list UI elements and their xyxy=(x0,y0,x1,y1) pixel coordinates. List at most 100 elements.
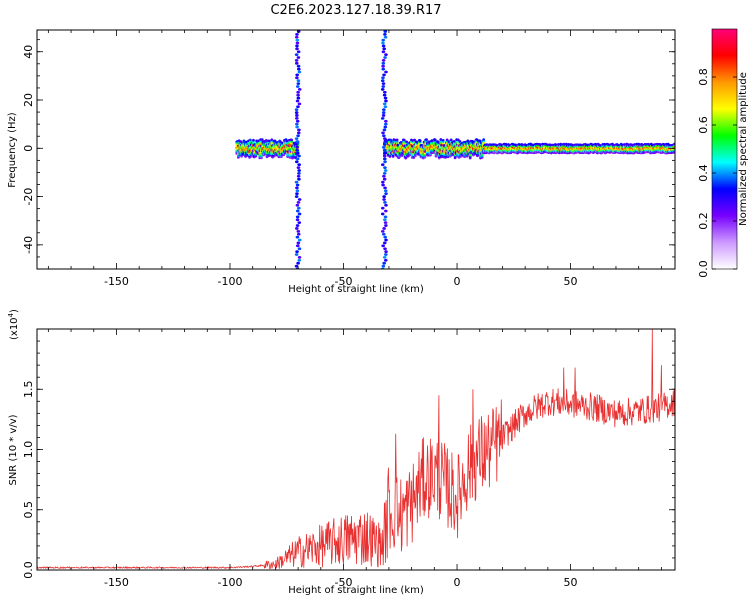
spectrogram-x-axis-label: Height of straight line (km) xyxy=(288,284,424,295)
x-tick-label: 0 xyxy=(454,576,461,589)
heatmap-cell xyxy=(296,241,301,245)
heatmap-cell xyxy=(382,241,387,245)
y-tick-label: 20 xyxy=(22,93,35,107)
heatmap-cell xyxy=(380,163,385,167)
heatmap-cell xyxy=(383,218,387,222)
heatmap-cell xyxy=(296,206,301,210)
heatmap-cell xyxy=(382,154,387,158)
colorbar-label: Normalized spectral amplitude xyxy=(738,72,749,226)
heatmap-cell xyxy=(297,70,302,74)
heatmap-cell xyxy=(383,35,388,39)
y-tick-label: 1.5 xyxy=(22,381,35,399)
y-tick-label: -40 xyxy=(22,236,35,254)
heatmap-cell xyxy=(295,140,300,143)
heatmap-cell xyxy=(295,32,299,36)
heatmap-cell xyxy=(384,53,388,57)
colorbar-tick-label: 0.0 xyxy=(697,260,710,278)
y-tick-label: 1.0 xyxy=(22,441,35,459)
heatmap-cell xyxy=(297,198,302,201)
heatmap-cell xyxy=(395,138,399,142)
snr-ticks: -150 -100 -50 0 50 0.0 0.5 1.0 1.5 xyxy=(22,329,675,589)
heatmap-cell xyxy=(297,177,301,181)
heatmap-cell xyxy=(425,138,428,141)
heatmap-cell xyxy=(381,264,386,268)
heatmap-cell xyxy=(294,108,299,112)
heatmap-cell xyxy=(270,138,274,141)
heatmap-cell xyxy=(380,229,385,233)
heatmap-cell xyxy=(295,235,300,239)
heatmap-cell xyxy=(380,79,385,83)
heatmap-cell xyxy=(383,189,388,193)
heatmap-cell xyxy=(383,166,387,170)
heatmap-cell xyxy=(381,232,386,236)
heatmap-cell xyxy=(441,138,445,142)
snr-x-axis-label: Height of straight line (km) xyxy=(288,585,424,596)
heatmap-cell xyxy=(384,192,388,196)
heatmap-cell xyxy=(458,140,462,143)
heatmap-cell xyxy=(296,200,301,204)
x-tick-label: 0 xyxy=(454,275,461,288)
heatmap-cell xyxy=(297,128,301,132)
heatmap-cell xyxy=(264,139,268,142)
heatmap-cell xyxy=(382,93,387,97)
heatmap-cell xyxy=(295,148,299,152)
heatmap-cell xyxy=(439,138,443,141)
heatmap-cell xyxy=(384,119,388,123)
heatmap-cell xyxy=(383,200,387,204)
heatmap-cell xyxy=(383,30,388,33)
heatmap-cell xyxy=(296,82,301,85)
heatmap-cell xyxy=(297,238,302,242)
y-tick-label: 0.0 xyxy=(22,561,35,579)
heatmap-cell xyxy=(382,198,386,201)
heatmap-cell xyxy=(381,131,385,135)
heatmap-cell xyxy=(383,125,388,129)
y-tick-label: 0.5 xyxy=(22,501,35,519)
heatmap-cell xyxy=(381,244,385,248)
heatmap-cell xyxy=(383,140,388,143)
colorbar-tick-label: 0.4 xyxy=(697,164,710,182)
heatmap-cell xyxy=(296,229,301,233)
heatmap-cell xyxy=(294,160,299,164)
heatmap-cell xyxy=(297,258,302,262)
heatmap-cell xyxy=(296,50,301,54)
heatmap-cell xyxy=(380,206,385,210)
heatmap-cell xyxy=(381,61,386,65)
colorbar-tick-label: 0.2 xyxy=(697,212,710,230)
heatmap-cell xyxy=(295,73,299,77)
x-tick-label: -50 xyxy=(335,275,353,288)
snr-y-axis-label: SNR (10 * v/v) xyxy=(8,414,19,485)
heatmap-cell xyxy=(295,119,300,123)
heatmap-cell xyxy=(384,203,388,207)
snr-plot-area xyxy=(37,329,675,570)
x-tick-label: -100 xyxy=(218,576,243,589)
heatmap-cell xyxy=(381,82,386,85)
heatmap-cell xyxy=(295,145,299,149)
heatmap-cell xyxy=(296,131,301,135)
x-tick-label: 50 xyxy=(564,576,578,589)
heatmap-cell xyxy=(295,215,300,219)
heatmap-cell xyxy=(295,44,299,48)
heatmap-cell xyxy=(383,215,388,219)
heatmap-cell xyxy=(297,67,301,71)
heatmap-cell xyxy=(382,148,387,152)
colorbar-gradient xyxy=(712,29,737,269)
heatmap-cell xyxy=(383,137,387,141)
y-tick-label: 40 xyxy=(22,45,35,59)
heatmap-cell xyxy=(296,261,300,265)
heatmap-cell xyxy=(382,108,386,112)
heatmap-cell xyxy=(382,174,386,178)
heatmap-cell xyxy=(295,116,299,120)
heatmap-cell xyxy=(482,138,486,141)
heatmap-cell xyxy=(296,93,300,97)
heatmap-cell xyxy=(295,99,300,103)
heatmap-cell xyxy=(295,76,299,80)
heatmap-cell xyxy=(297,154,301,158)
heatmap-cell xyxy=(382,177,387,181)
heatmap-cell xyxy=(382,102,387,106)
heatmap-cell xyxy=(381,180,385,184)
x-tick-label: -100 xyxy=(218,275,243,288)
heatmap-cell xyxy=(405,140,409,144)
colorbar: 0.0 0.2 0.4 0.6 0.8 Normalized spectral ampl… xyxy=(697,28,749,278)
heatmap-cell xyxy=(294,61,299,65)
